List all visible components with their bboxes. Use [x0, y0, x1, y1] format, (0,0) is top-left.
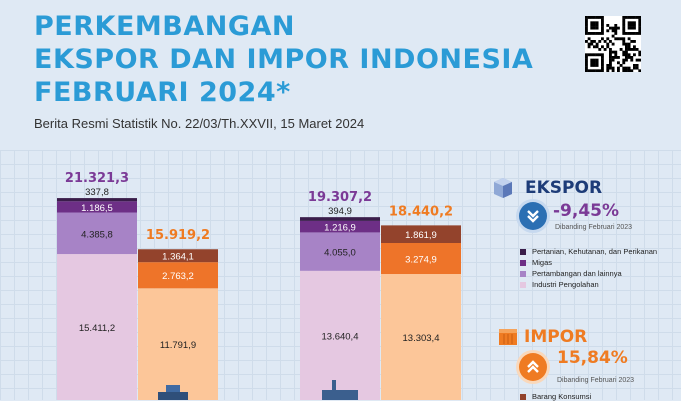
data-label: 4.385,8	[81, 229, 113, 240]
data-label: 15.411,2	[79, 323, 115, 334]
legend-swatch	[520, 393, 526, 400]
legend-label: Pertambangan dan lainnya	[532, 269, 622, 278]
impor-badge	[516, 350, 550, 384]
ekspor-badge	[516, 199, 550, 233]
bar-segment	[57, 201, 137, 213]
legend-label: Industri Pengolahan	[532, 280, 599, 289]
data-label: 4.055,0	[324, 248, 356, 259]
bar-segment	[300, 217, 380, 221]
legend-label: Barang Konsumsi	[532, 392, 592, 401]
total-label: 15.919,2	[146, 228, 210, 243]
legend-item: Industri Pengolahan	[520, 279, 657, 290]
bar-segment	[57, 198, 137, 202]
data-label: 2.763,2	[162, 271, 194, 282]
chevron-double-up-icon	[527, 360, 539, 373]
bar-segment	[138, 262, 218, 289]
data-label: 1.186,5	[81, 203, 113, 214]
data-label: 1.861,9	[405, 230, 437, 241]
ekspor-icon	[492, 176, 514, 205]
legend-swatch	[520, 259, 526, 266]
data-label: 13.303,4	[403, 333, 440, 344]
impor-icon	[498, 326, 518, 353]
impor-comparison: Dibanding Februari 2023	[557, 377, 635, 384]
impor-legend-item: Barang Konsumsi	[520, 392, 591, 401]
data-label: 1.364,1	[162, 252, 194, 263]
chevron-double-down-icon	[527, 210, 539, 223]
ekspor-change: -9,45%	[553, 201, 620, 221]
ekspor-comparison: Dibanding Februari 2023	[555, 224, 633, 231]
data-label: 394,9	[328, 206, 352, 217]
bar-segment	[57, 254, 137, 400]
bar-segment	[57, 212, 137, 255]
bar-segment	[138, 249, 218, 263]
impor-change: 15,84%	[557, 348, 628, 368]
data-label: 3.274,9	[405, 255, 437, 266]
legend-item: Migas	[520, 257, 657, 268]
title-line-2: EKSPOR DAN IMPOR INDONESIA	[34, 44, 534, 75]
legend-item: Pertanian, Kehutanan, dan Perikanan	[520, 246, 657, 257]
total-label: 18.440,2	[389, 204, 453, 219]
bar-segment	[381, 274, 461, 400]
title-line-3: FEBRUARI 2024*	[34, 77, 291, 108]
title-line-1: PERKEMBANGAN	[34, 11, 295, 42]
legend-label: Migas	[532, 258, 553, 267]
legend-swatch	[520, 248, 526, 255]
ekspor-legend: Pertanian, Kehutanan, dan Perikanan Migas…	[520, 246, 657, 290]
bar-segment	[300, 232, 380, 271]
legend-swatch	[520, 270, 526, 277]
ship-icon	[322, 390, 358, 400]
legend-swatch	[520, 281, 526, 288]
bar-segment	[300, 270, 380, 400]
bar-segment	[300, 220, 380, 233]
ship-icon	[332, 380, 336, 390]
bar-segment	[138, 288, 218, 400]
total-label: 21.321,3	[65, 171, 129, 186]
ekspor-title: EKSPOR	[525, 178, 603, 198]
legend-item: Pertambangan dan lainnya	[520, 268, 657, 279]
ship-icon	[166, 385, 180, 392]
qr-code-icon[interactable]	[585, 16, 642, 73]
data-label: 13.640,4	[322, 331, 359, 342]
data-label: 1.216,9	[324, 223, 356, 234]
bar-segment	[381, 243, 461, 275]
ship-icon	[158, 392, 188, 400]
data-label: 337,8	[85, 187, 109, 198]
bar-segment	[381, 225, 461, 244]
total-label: 19.307,2	[308, 190, 372, 205]
impor-title: IMPOR	[524, 327, 588, 347]
data-label: 11.791,9	[160, 340, 196, 351]
legend-label: Pertanian, Kehutanan, dan Perikanan	[532, 247, 658, 256]
subtitle: Berita Resmi Statistik No. 22/03/Th.XXVI…	[34, 116, 365, 131]
